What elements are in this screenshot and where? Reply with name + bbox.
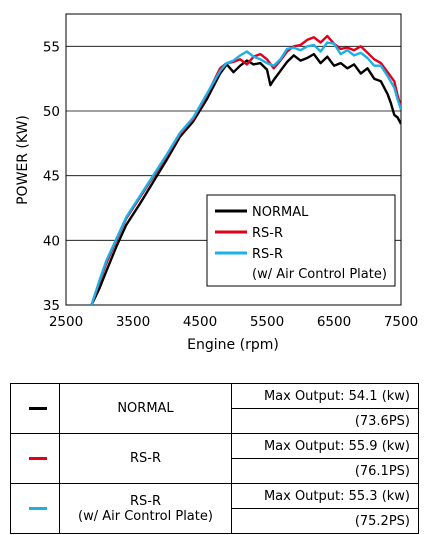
y-axis-title: POWER (KW) <box>15 115 31 205</box>
table-row: RS-R Max Output: 55.9 (kw) <box>10 433 419 484</box>
legend-label: NORMAL <box>252 205 309 220</box>
ps-cell: (76.1PS) <box>231 458 419 484</box>
axis-ticks: 35 40 45 50 55 2500 3500 4500 5500 6500 7500 <box>43 39 418 330</box>
x-tick-label: 4500 <box>183 314 217 330</box>
line-swatch-rsr <box>29 457 47 460</box>
x-tick-label: 6500 <box>317 314 351 330</box>
table-row: NORMAL Max Output: 54.1 (kw) <box>10 383 419 434</box>
max-output-cell: Max Output: 55.9 (kw) <box>231 433 419 459</box>
legend-label: RS-R <box>252 226 283 241</box>
y-tick-label: 50 <box>43 104 60 120</box>
ps-cell: (73.6PS) <box>231 408 419 434</box>
table-row: RS-R (w/ Air Control Plate) Max Output: 5… <box>10 483 419 534</box>
legend-swatch-cell <box>10 433 60 484</box>
series-line-1 <box>90 52 401 305</box>
summary-table: NORMAL Max Output: 54.1 (kw) (73.6PS) RS… <box>10 383 419 534</box>
x-tick-label: 3500 <box>116 314 150 330</box>
y-tick-label: 45 <box>43 169 60 185</box>
legend-swatch-cell <box>10 483 60 534</box>
row-label: RS-R <box>59 433 232 484</box>
y-tick-label: 35 <box>43 298 60 314</box>
power-chart: 35 40 45 50 55 2500 3500 4500 5500 6500 7500 Engin… <box>15 13 418 353</box>
y-tick-label: 55 <box>43 39 60 55</box>
legend-label: RS-R <box>252 247 283 262</box>
max-output-cell: Max Output: 55.3 (kw) <box>231 483 419 509</box>
series-line-3 <box>90 41 401 305</box>
line-swatch-normal <box>29 407 47 410</box>
ps-cell: (75.2PS) <box>231 508 419 534</box>
table-row: (75.2PS) <box>11 508 419 534</box>
row-label: RS-R (w/ Air Control Plate) <box>59 483 232 534</box>
max-output-cell: Max Output: 54.1 (kw) <box>231 383 419 409</box>
x-tick-label: 2500 <box>49 314 83 330</box>
x-tick-label: 7500 <box>384 314 418 330</box>
series-lines <box>90 34 401 305</box>
line-swatch-rsr-acp <box>29 507 47 510</box>
row-label: NORMAL <box>59 383 232 434</box>
table-row: (76.1PS) <box>11 458 419 484</box>
legend: NORMAL RS-R RS-R (w/ Air Control Plate) <box>206 194 396 287</box>
legend-swatch-cell <box>10 383 60 434</box>
y-tick-label: 40 <box>43 233 60 249</box>
x-tick-label: 5500 <box>250 314 284 330</box>
legend-label: (w/ Air Control Plate) <box>252 267 387 282</box>
x-axis-title: Engine (rpm) <box>187 337 279 353</box>
